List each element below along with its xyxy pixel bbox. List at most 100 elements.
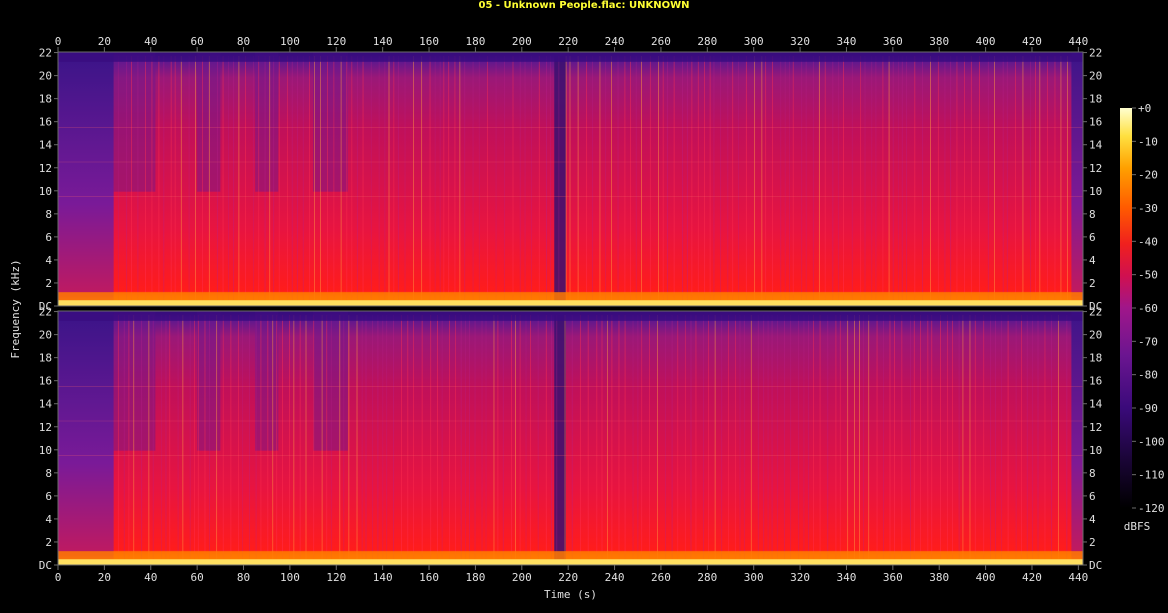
- x-tick-label: 400: [976, 35, 996, 48]
- y-tick-label: 4: [1089, 254, 1096, 267]
- x-tick-label: 220: [558, 35, 578, 48]
- x-tick-label: 300: [744, 35, 764, 48]
- y-tick-label: 4: [1089, 513, 1096, 526]
- y-tick-label: 8: [1089, 208, 1096, 221]
- colorbar-tick-label: -10: [1138, 135, 1158, 148]
- y-tick-label: 12: [39, 421, 52, 434]
- colorbar-tick-label: -40: [1138, 235, 1158, 248]
- y-tick-label: 18: [39, 93, 52, 106]
- y-tick-label: 2: [45, 536, 52, 549]
- x-tick-label: 220: [558, 571, 578, 584]
- x-tick-label: 120: [326, 571, 346, 584]
- y-tick-label: 12: [39, 162, 52, 175]
- y-tick-label: 6: [45, 231, 52, 244]
- x-tick-label: 380: [929, 571, 949, 584]
- y-tick-label: 12: [1089, 421, 1102, 434]
- x-tick-label: 140: [373, 571, 393, 584]
- y-tick-label: 20: [39, 70, 52, 83]
- y-tick-label: 18: [39, 352, 52, 365]
- x-tick-label: 260: [651, 35, 671, 48]
- y-tick-label: 22: [1089, 47, 1102, 60]
- x-tick-label: 320: [790, 571, 810, 584]
- x-tick-label: 300: [744, 571, 764, 584]
- x-tick-label: 60: [191, 35, 204, 48]
- y-tick-label: 16: [39, 375, 52, 388]
- y-tick-label: 14: [39, 398, 53, 411]
- colorbar-tick-label: -120: [1138, 502, 1165, 515]
- y-tick-label: 10: [39, 444, 52, 457]
- y-tick-label: 8: [1089, 467, 1096, 480]
- x-tick-label: 160: [419, 571, 439, 584]
- y-tick-label: 20: [1089, 329, 1102, 342]
- y-tick-label: 4: [45, 254, 52, 267]
- colorbar-tick-label: -80: [1138, 369, 1158, 382]
- x-tick-label: 420: [1022, 35, 1042, 48]
- x-tick-label: 60: [191, 571, 204, 584]
- x-tick-label: 0: [55, 35, 62, 48]
- y-tick-label: 8: [45, 467, 52, 480]
- y-tick-label: 20: [1089, 70, 1102, 83]
- colorbar-tick-label: -90: [1138, 402, 1158, 415]
- x-tick-label: 100: [280, 571, 300, 584]
- y-tick-label: 16: [1089, 375, 1102, 388]
- x-tick-label: 40: [144, 35, 157, 48]
- x-tick-label: 0: [55, 571, 62, 584]
- x-tick-label: 360: [883, 35, 903, 48]
- y-tick-label: 22: [39, 47, 52, 60]
- y-tick-label: 10: [1089, 185, 1102, 198]
- x-tick-label: 40: [144, 571, 157, 584]
- y-tick-label: 14: [1089, 398, 1103, 411]
- x-tick-label: 140: [373, 35, 393, 48]
- y-tick-label: 4: [45, 513, 52, 526]
- y-tick-label: 22: [1089, 306, 1102, 319]
- x-tick-label: 200: [512, 35, 532, 48]
- y-tick-label: 16: [1089, 116, 1102, 129]
- x-tick-label: 20: [98, 35, 111, 48]
- x-tick-label: 440: [1068, 571, 1088, 584]
- x-tick-label: 80: [237, 35, 250, 48]
- y-tick-label: 2: [1089, 536, 1096, 549]
- colorbar-tick-label: -50: [1138, 269, 1158, 282]
- colorbar-label: dBFS: [1124, 520, 1151, 533]
- channel-1-spectrogram: [58, 52, 1083, 306]
- y-tick-label: 18: [1089, 352, 1102, 365]
- x-tick-label: 80: [237, 571, 250, 584]
- y-tick-label: 8: [45, 208, 52, 221]
- colorbar: [1120, 108, 1132, 508]
- x-tick-label: 260: [651, 571, 671, 584]
- colorbar-tick-label: -70: [1138, 335, 1158, 348]
- x-tick-label: 180: [465, 35, 485, 48]
- x-tick-label: 400: [976, 571, 996, 584]
- y-tick-label: 6: [45, 490, 52, 503]
- y-tick-label: 16: [39, 116, 52, 129]
- y-axis-label: Frequency (kHz): [9, 259, 22, 358]
- x-tick-label: 180: [465, 571, 485, 584]
- plot-frame-2: [57, 310, 1084, 566]
- x-tick-label: 320: [790, 35, 810, 48]
- y-tick-label: DC: [39, 300, 52, 313]
- y-tick-label: 20: [39, 329, 52, 342]
- y-tick-label: 2: [1089, 277, 1096, 290]
- x-tick-label: 340: [837, 571, 857, 584]
- x-tick-label: 420: [1022, 571, 1042, 584]
- y-tick-label: 22: [39, 306, 52, 319]
- x-tick-label: 280: [697, 571, 717, 584]
- x-tick-label: 380: [929, 35, 949, 48]
- y-tick-label: 2: [45, 277, 52, 290]
- y-tick-label: 6: [1089, 490, 1096, 503]
- x-tick-label: 240: [605, 35, 625, 48]
- y-tick-label: 10: [1089, 444, 1102, 457]
- y-tick-label: 6: [1089, 231, 1096, 244]
- colorbar-tick-label: -20: [1138, 169, 1158, 182]
- x-tick-label: 20: [98, 571, 111, 584]
- chart-title: 05 - Unknown People.flac: UNKNOWN: [478, 0, 690, 11]
- plot-frame-1: [57, 51, 1084, 307]
- colorbar-tick-label: -60: [1138, 302, 1158, 315]
- y-tick-label: DC: [1089, 300, 1102, 313]
- x-tick-label: 340: [837, 35, 857, 48]
- x-tick-label: 160: [419, 35, 439, 48]
- colorbar-tick-label: +0: [1138, 102, 1151, 115]
- x-tick-label: 240: [605, 571, 625, 584]
- y-tick-label: DC: [1089, 559, 1102, 572]
